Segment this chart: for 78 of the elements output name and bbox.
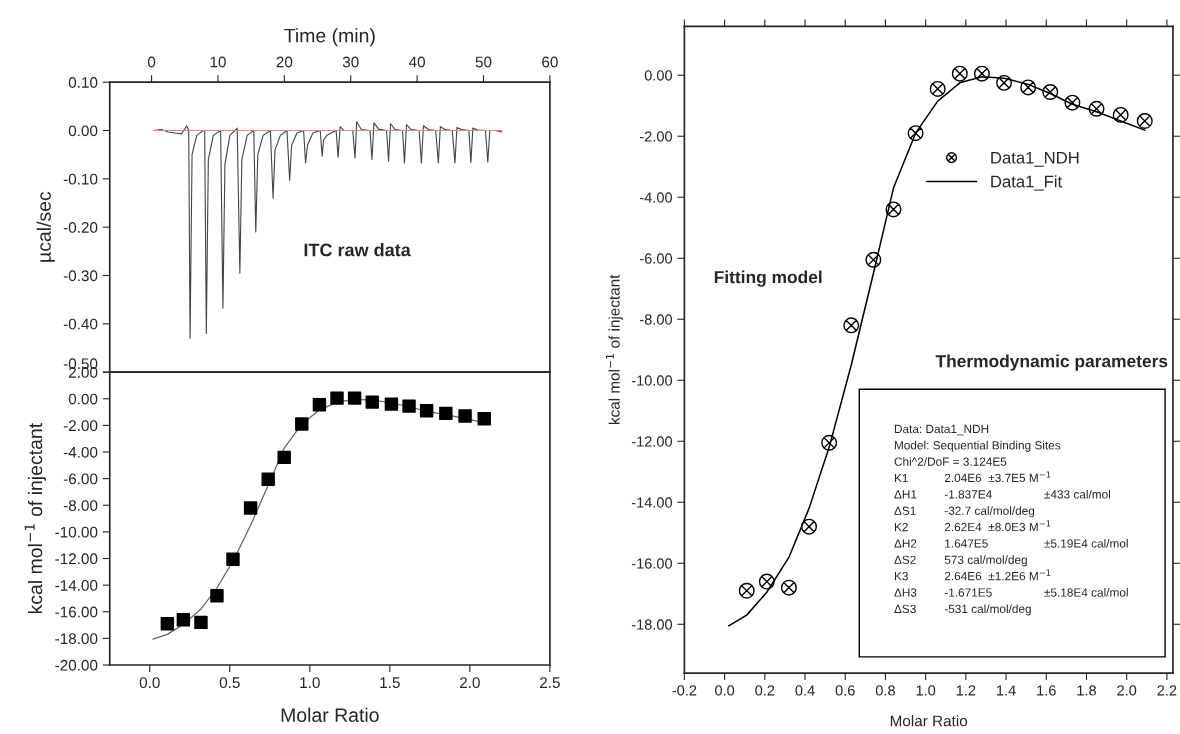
text: K1 2.04E6 ±3.7E5 M$^{−1}$ <box>894 471 1051 483</box>
y-tick-label: -16.00 <box>55 606 98 618</box>
x-tick-label: 10 <box>210 56 226 68</box>
y-tick-label: -14.00 <box>55 580 98 591</box>
y-tick-label: -4.00 <box>640 192 673 203</box>
x-tick-label: 1.5 <box>380 677 400 689</box>
annotation: Data: Data1_NDH <box>894 424 989 436</box>
text: ΔH2 1.647E5 ±5.19E4 cal/mol <box>894 538 1128 548</box>
x-tick-label: 1.6 <box>1037 685 1056 696</box>
x-tick-label: 1.2 <box>956 685 976 696</box>
x-tick-label: 0 <box>147 56 156 68</box>
y-tick-label: -10.00 <box>631 375 673 386</box>
y-tick-label: -0.30 <box>63 270 98 282</box>
y-tick-label: -6.00 <box>63 473 98 485</box>
x-tick-label: -0.2 <box>672 685 697 696</box>
legend-label: Data1_NDH <box>991 151 1079 167</box>
x-tick-label: 2.0 <box>1117 685 1137 696</box>
text: ΔH3 -1.671E5 ±5.18E4 cal/mol <box>894 588 1128 597</box>
y-tick-label: -2.00 <box>640 131 673 142</box>
y-axis-title: kcal mol$^{−1}$ of injectant <box>605 274 623 425</box>
x-tick-label: 30 <box>342 56 359 68</box>
text: K3 2.64E6 ±1.2E6 M$^{−1}$ <box>894 569 1051 581</box>
x-tick-label: 50 <box>475 56 492 68</box>
x-tick-label: 0.2 <box>755 685 775 696</box>
y-tick-label: -14.00 <box>631 497 673 508</box>
y-tick-label: -12.00 <box>55 553 98 565</box>
x-tick-label: 0.4 <box>795 685 815 696</box>
annotation: ITC raw data <box>304 243 411 257</box>
x-axis-title: Molar Ratio <box>890 715 968 727</box>
y-tick-label: 0.00 <box>68 393 98 405</box>
x-axis-title: Molar Ratio <box>281 707 379 722</box>
y-tick-label: -0.50 <box>63 358 98 370</box>
y-tick-label: -16.00 <box>631 558 673 569</box>
y-tick-label: -2.00 <box>63 420 98 432</box>
y-tick-label: -0.20 <box>63 222 98 233</box>
y-tick-label: -4.00 <box>63 446 98 458</box>
x-tick-label: 1.0 <box>300 677 320 689</box>
x-tick-label: 0.5 <box>219 677 240 689</box>
y-tick-label: 0.00 <box>644 70 673 81</box>
y-tick-label: 0.10 <box>68 77 98 88</box>
x-tick-label: 2.0 <box>460 677 480 689</box>
y-tick-label: -8.00 <box>63 500 98 511</box>
y-axis-title: kcal mol$^{−1}$ of injectant <box>24 423 47 614</box>
x-tick-label: 0.6 <box>835 685 855 696</box>
annotation: Chi^2/DoF = 3.124E5 <box>894 457 1007 466</box>
x-tick-label: 1.4 <box>997 685 1016 696</box>
x-tick-label: 1.0 <box>916 685 936 696</box>
x-tick-label: 60 <box>542 56 558 68</box>
annotation: Fitting model <box>714 270 822 287</box>
x-tick-label: 1.8 <box>1077 685 1096 696</box>
y-tick-label: 0.00 <box>68 125 98 137</box>
y-tick-label: -0.40 <box>63 318 98 330</box>
x-tick-label: 2.2 <box>1157 685 1177 696</box>
x-tick-label: 2.5 <box>540 677 560 689</box>
text: ΔH1 -1.837E4 ±433 cal/mol <box>894 489 1111 499</box>
y-tick-label: 2.00 <box>68 367 98 378</box>
text: ΔS1 -32.7 cal/mol/deg <box>894 506 1035 518</box>
y-tick-label: -18.00 <box>631 619 673 630</box>
y-tick-label: -20.00 <box>55 659 98 671</box>
x-tick-label: 0.8 <box>875 685 895 696</box>
text: ΔS3 -531 cal/mol/deg <box>894 604 1031 616</box>
annotation: Thermodynamic parameters <box>935 354 1168 371</box>
y-tick-label: -6.00 <box>640 253 673 264</box>
y-tick-label: -8.00 <box>640 314 673 325</box>
text: K2 2.62E4 ±8.0E3 M$^{−1}$ <box>894 520 1051 532</box>
legend-label: Data1_Fit <box>991 175 1063 191</box>
y-tick-label: -10.00 <box>55 526 98 538</box>
annotation: Model: Sequential Binding Sites <box>894 440 1061 452</box>
y-axis-title: µcal/sec <box>36 191 55 262</box>
x-tick-label: 20 <box>276 56 293 68</box>
y-tick-label: -12.00 <box>631 436 673 447</box>
x-tick-label: 0.0 <box>715 685 735 696</box>
x-axis-title: Time (min) <box>284 28 375 47</box>
y-tick-label: -18.00 <box>55 633 98 645</box>
y-tick-label: -0.10 <box>63 173 98 185</box>
x-tick-label: 40 <box>408 56 426 68</box>
x-tick-label: 0.0 <box>139 677 160 689</box>
text: ΔS2 573 cal/mol/deg <box>894 555 1027 567</box>
